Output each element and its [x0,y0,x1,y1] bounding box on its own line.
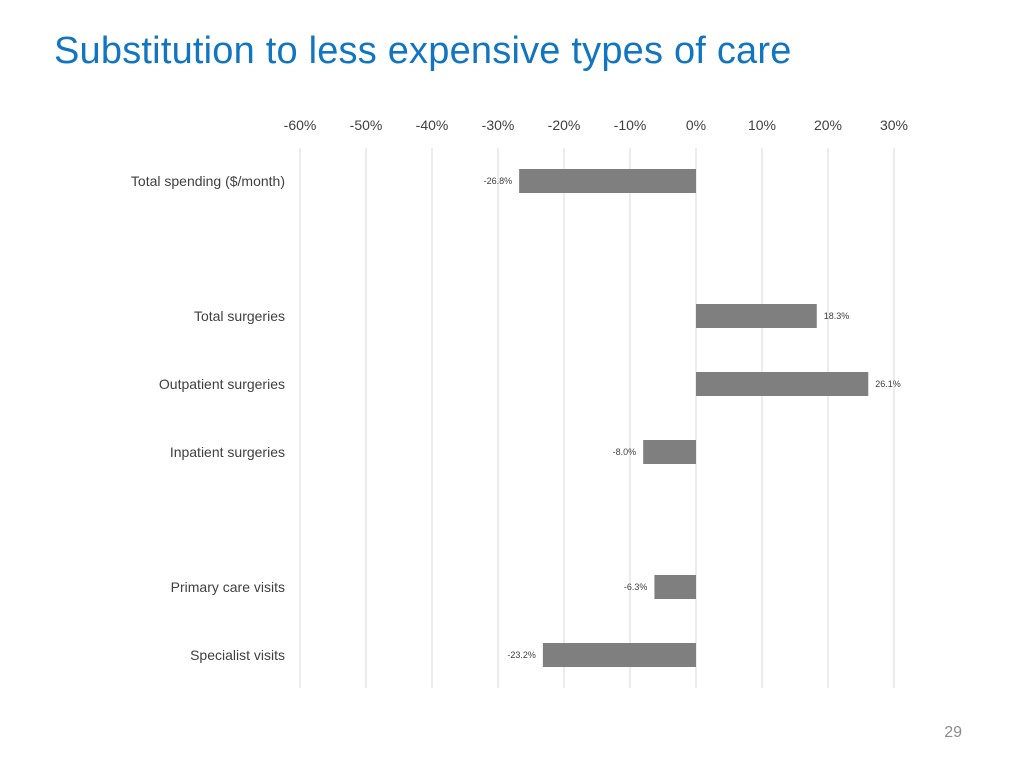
x-tick-label: -60% [284,117,317,133]
x-axis-tick-labels: -60% -50% -40% -30% -20% -10% 0% 10% 20% 30% [284,117,908,133]
data-labels: -26.8% 18.3% 26.1% -8.0% -6.3% -23.2% [484,176,901,660]
data-label: 18.3% [824,311,850,321]
bar [643,440,696,464]
category-label: Specialist visits [190,647,285,663]
x-tick-label: -20% [548,117,581,133]
data-label: -8.0% [613,447,637,457]
category-label: Inpatient surgeries [170,444,285,460]
bar [519,169,696,193]
bar [696,372,869,396]
x-tick-label: 20% [814,117,842,133]
slide-title: Substitution to less expensive types of … [54,30,792,72]
x-tick-label: -50% [350,117,383,133]
x-tick-label: 10% [748,117,776,133]
x-tick-label: -30% [482,117,515,133]
category-label: Outpatient surgeries [159,376,285,392]
gridlines [299,148,895,688]
bars [519,169,869,667]
category-label: Primary care visits [171,579,285,595]
bar [654,575,696,599]
x-tick-label: -10% [614,117,647,133]
data-label: -6.3% [624,582,648,592]
x-tick-label: 0% [686,117,706,133]
data-label: -23.2% [507,650,536,660]
x-tick-label: 30% [880,117,908,133]
category-label: Total spending ($/month) [131,173,285,189]
category-labels: Total spending ($/month) Total surgeries O… [131,173,285,663]
x-tick-label: -40% [416,117,449,133]
bar [542,643,696,667]
bar [696,304,817,328]
data-label: 26.1% [875,379,901,389]
category-label: Total surgeries [194,308,285,324]
data-label: -26.8% [484,176,513,186]
page-number: 29 [944,724,962,741]
